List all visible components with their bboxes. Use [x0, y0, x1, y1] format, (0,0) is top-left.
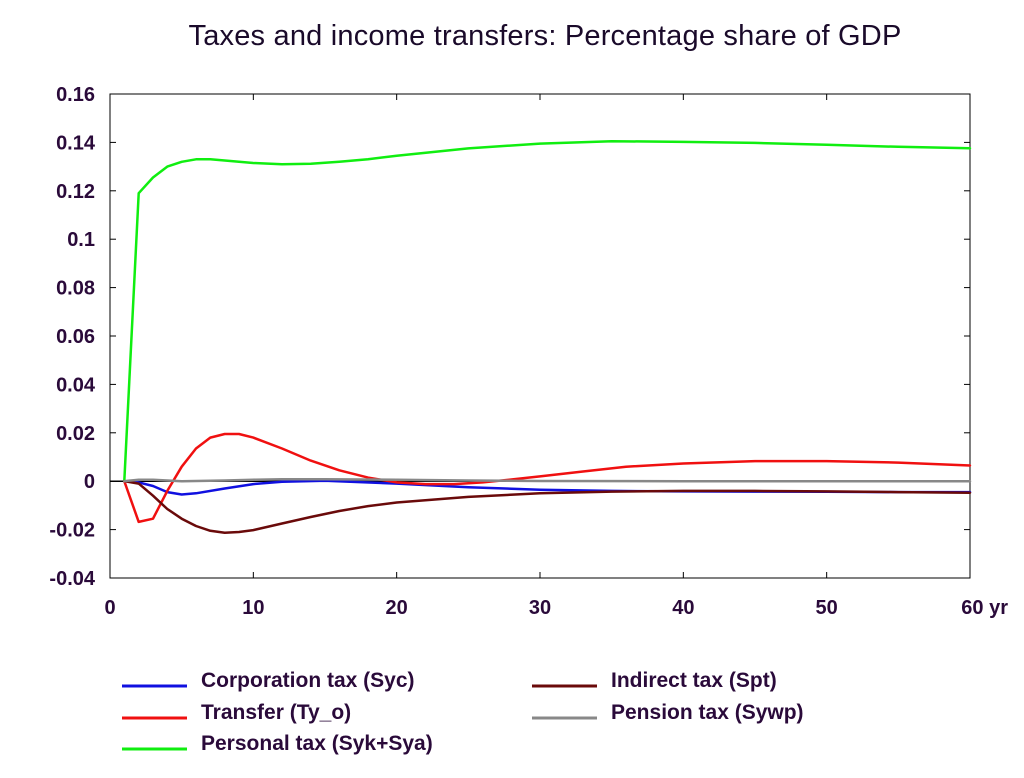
y-tick-label: 0.14: [56, 132, 96, 154]
series-line-2: [123, 139, 972, 483]
series-line-4: [123, 478, 972, 483]
series-line-1: [123, 432, 972, 524]
y-tick-label: 0.02: [56, 423, 95, 445]
chart-title: Taxes and income transfers: Percentage s…: [188, 20, 902, 52]
y-tick-label: 0.08: [56, 278, 95, 300]
legend: Corporation tax (Syc) Indirect tax (Spt) T…: [122, 669, 804, 755]
x-tick-label: 30: [529, 597, 551, 619]
y-tick-label: -0.02: [49, 520, 95, 542]
legend-label: Pension tax (Sywp): [611, 701, 804, 724]
y-tick-label: 0.1: [67, 229, 95, 251]
axes: -0.04 -0.02 0 0.02 0.04 0.06 0.08 0.1 0.12 0.14 0.…: [49, 84, 1008, 619]
legend-label: Indirect tax (Spt): [611, 669, 777, 692]
x-tick-label: 60 yr: [961, 597, 1008, 619]
plot-frame: [109, 93, 971, 579]
legend-label: Personal tax (Syk+Sya): [201, 732, 433, 755]
y-tick-label: 0.06: [56, 326, 95, 348]
x-tick-label: 50: [816, 597, 838, 619]
x-tick-label: 40: [672, 597, 694, 619]
x-tick-label: 10: [242, 597, 264, 619]
y-tick-label: 0.04: [56, 374, 96, 396]
legend-label: Transfer (Ty_o): [201, 701, 351, 724]
y-tick-label: 0.12: [56, 181, 95, 203]
x-tick-label: 20: [386, 597, 408, 619]
series-line-3: [123, 479, 972, 534]
y-tick-label: -0.04: [49, 568, 95, 590]
x-tick-label: 0: [104, 597, 115, 619]
series-lines: [123, 139, 972, 534]
legend-label: Corporation tax (Syc): [201, 669, 415, 692]
y-tick-label: 0: [84, 471, 95, 493]
y-tick-label: 0.16: [56, 84, 95, 106]
